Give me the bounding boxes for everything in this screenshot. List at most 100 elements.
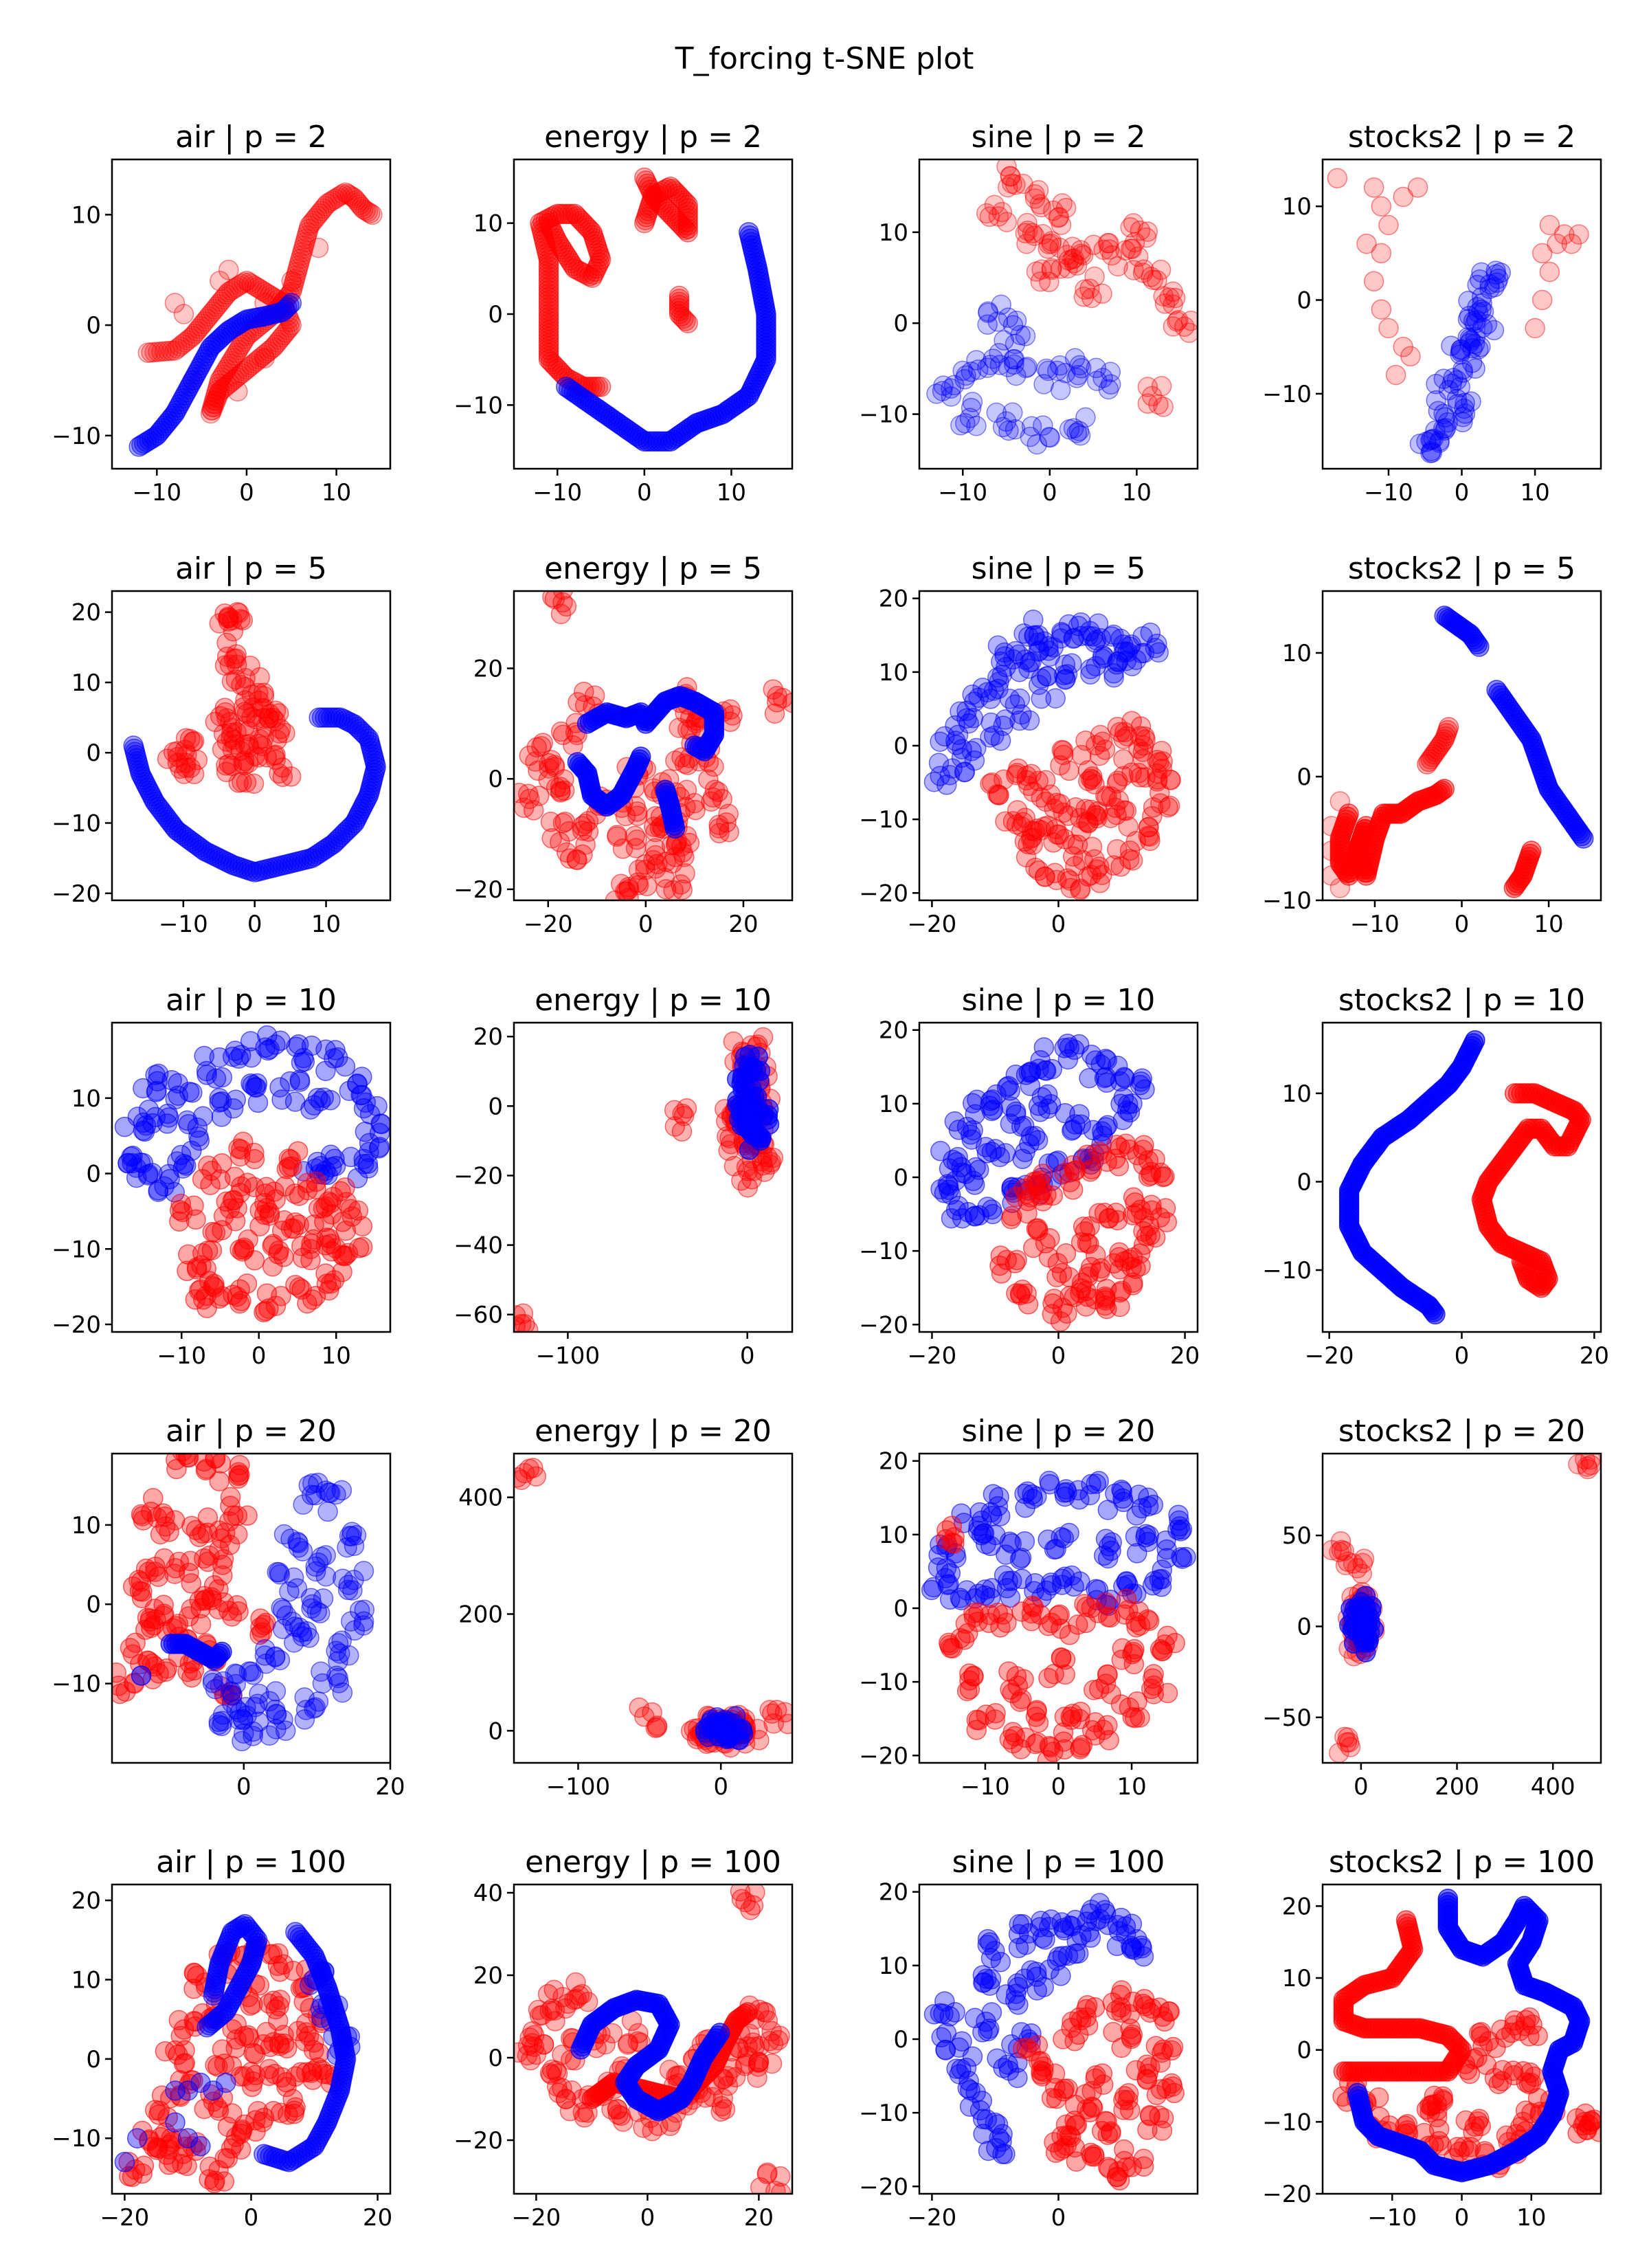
data-point bbox=[225, 345, 245, 366]
data-point bbox=[1097, 1664, 1118, 1685]
data-point bbox=[224, 369, 245, 390]
data-point bbox=[202, 397, 223, 417]
data-point bbox=[1112, 1109, 1134, 1131]
data-point bbox=[988, 785, 1009, 805]
x-tick-label: −10 bbox=[132, 479, 181, 507]
data-point bbox=[246, 351, 267, 372]
x-tick-label: 0 bbox=[1042, 479, 1057, 507]
data-point bbox=[980, 355, 1000, 375]
data-point bbox=[173, 2054, 194, 2074]
data-point bbox=[685, 799, 706, 821]
data-point bbox=[150, 1524, 171, 1545]
data-point bbox=[327, 187, 348, 208]
data-point bbox=[941, 1208, 962, 1229]
data-point bbox=[206, 296, 227, 318]
data-point bbox=[210, 370, 230, 391]
data-point bbox=[1114, 722, 1135, 743]
data-point bbox=[1086, 357, 1107, 379]
data-point bbox=[1143, 797, 1164, 818]
data-point bbox=[1029, 194, 1051, 215]
data-point bbox=[1132, 1068, 1153, 1089]
data-point bbox=[1155, 1198, 1176, 1219]
data-point bbox=[222, 740, 243, 760]
data-point bbox=[1029, 1604, 1051, 1625]
data-point bbox=[1421, 441, 1442, 462]
y-tick-label: −40 bbox=[453, 1232, 503, 1260]
data-point bbox=[1147, 269, 1167, 291]
data-point bbox=[1031, 688, 1052, 709]
data-point bbox=[978, 2021, 998, 2042]
y-tick-label: 0 bbox=[86, 1591, 101, 1619]
data-point bbox=[1123, 1654, 1145, 1675]
data-point bbox=[251, 280, 273, 301]
data-point bbox=[1005, 641, 1026, 662]
data-point bbox=[1086, 1474, 1107, 1494]
y-tick-label: 10 bbox=[879, 659, 908, 687]
data-point bbox=[1511, 1251, 1532, 1271]
data-point bbox=[569, 1985, 590, 2006]
data-point bbox=[1108, 1155, 1130, 1177]
data-point bbox=[342, 1580, 363, 1601]
data-point bbox=[276, 1605, 297, 1626]
x-tick-label: 0 bbox=[740, 1342, 755, 1370]
data-point bbox=[625, 796, 646, 816]
scatter-points bbox=[514, 1458, 792, 1758]
series-1 bbox=[727, 1045, 780, 1160]
data-point bbox=[340, 1199, 361, 1220]
data-point bbox=[1005, 1990, 1026, 2011]
data-point bbox=[319, 192, 341, 212]
subplot-title: sine | p = 20 bbox=[962, 1414, 1156, 1449]
data-point bbox=[989, 1146, 1011, 1168]
data-point bbox=[335, 1220, 357, 1241]
data-point bbox=[672, 842, 693, 863]
data-point bbox=[1042, 1304, 1063, 1324]
data-point bbox=[231, 334, 252, 355]
data-point bbox=[164, 340, 186, 361]
y-tick-label: 0 bbox=[1297, 764, 1312, 791]
data-point bbox=[1120, 217, 1141, 238]
data-point bbox=[302, 1473, 323, 1494]
series-1 bbox=[980, 711, 1181, 900]
data-point bbox=[1080, 1256, 1101, 1278]
data-point bbox=[1143, 269, 1163, 290]
data-point bbox=[1150, 1162, 1171, 1183]
data-point bbox=[1090, 1258, 1112, 1279]
x-tick-label: 20 bbox=[1580, 1342, 1609, 1370]
data-point bbox=[296, 2022, 317, 2043]
data-point bbox=[226, 367, 247, 388]
data-point bbox=[137, 342, 159, 364]
data-point bbox=[219, 353, 240, 375]
data-point bbox=[1468, 339, 1489, 359]
data-point bbox=[282, 278, 303, 299]
data-point bbox=[514, 1313, 532, 1332]
data-point bbox=[280, 1149, 302, 1170]
data-point bbox=[990, 1617, 1011, 1638]
data-point bbox=[212, 1641, 232, 1663]
data-point bbox=[281, 282, 302, 302]
data-point bbox=[214, 2171, 235, 2192]
data-point bbox=[1100, 1607, 1121, 1628]
series-1 bbox=[1409, 260, 1511, 463]
data-point bbox=[1483, 320, 1505, 341]
data-point bbox=[212, 289, 233, 310]
data-point bbox=[272, 1619, 293, 1639]
data-point bbox=[966, 415, 987, 436]
data-point bbox=[211, 367, 232, 388]
data-point bbox=[1085, 1050, 1106, 1071]
data-point bbox=[304, 2032, 324, 2053]
data-point bbox=[1059, 1285, 1080, 1307]
data-point bbox=[959, 408, 980, 428]
data-point bbox=[1021, 416, 1042, 436]
data-point bbox=[977, 357, 998, 378]
data-point bbox=[269, 763, 289, 784]
data-point bbox=[940, 1638, 961, 1658]
data-point bbox=[352, 1236, 373, 1258]
data-point bbox=[269, 1564, 291, 1585]
data-point bbox=[1138, 1166, 1159, 1187]
scatter-points bbox=[514, 1027, 784, 1332]
series-3 bbox=[1417, 717, 1459, 775]
scatter-points bbox=[926, 159, 1198, 455]
data-point bbox=[281, 293, 302, 313]
